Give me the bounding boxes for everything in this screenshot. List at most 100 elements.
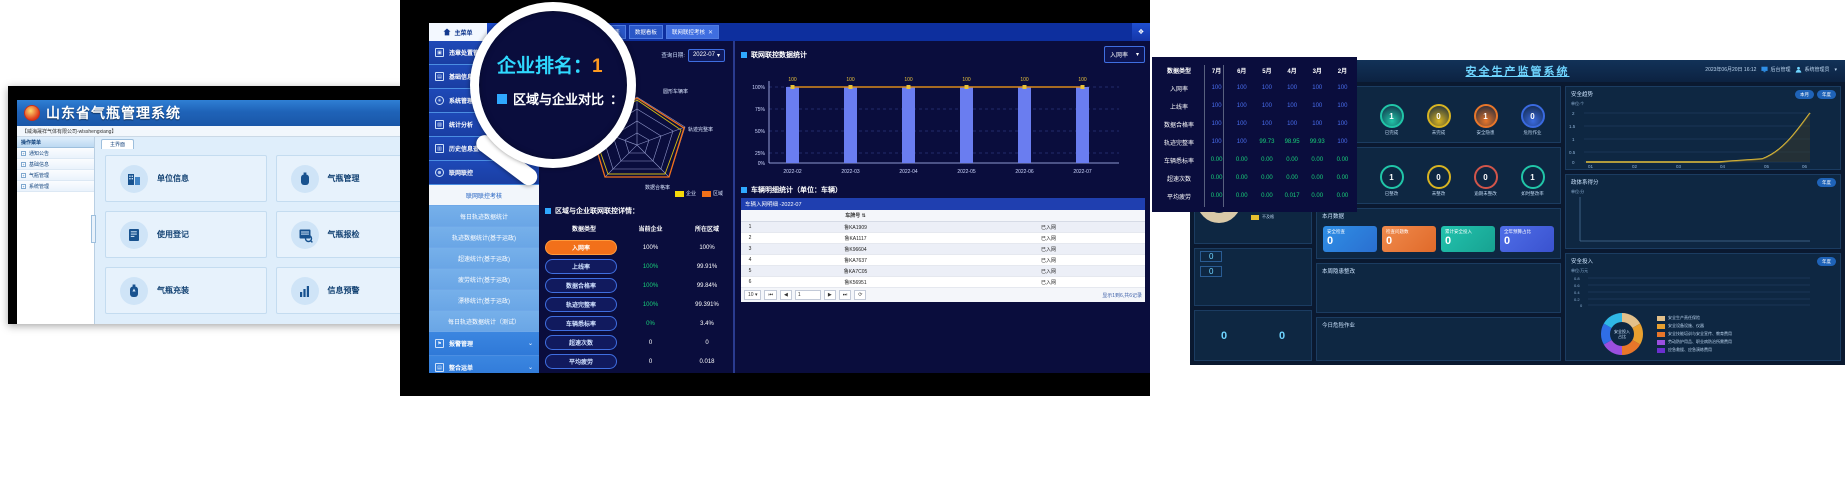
sidebar-item-basic-info-mgmt[interactable]: ▤ 基础信息管理 ⌄ [429,65,539,89]
middle-topbar: 主菜单 车辆列表 ❰ 车辆监控 车辆列表 数据看板 联网联控考核 ✕ ❖ [429,23,1150,41]
table-header-row: 数据类型 7月 6月 5月 4月 3月 2月 [1154,61,1355,79]
sidebar-collapse-handle[interactable] [91,215,96,243]
metric-selector[interactable]: 入网率 ▾ [1103,46,1145,63]
sidebar-subitem-drift-stats[interactable]: 漂移统计(基于运政) [429,290,539,311]
table-row[interactable]: 超速次数 0 0 [545,333,727,352]
chevron-down-icon: ⌄ [527,50,533,56]
rank-row: 企业排名：1 查询日期: 2022-07 ▾ [545,46,727,63]
table-row[interactable]: 5 鲁KA7C05 已入网 [741,266,1145,277]
col-header-plate[interactable]: 车牌号 ⇅ [845,213,866,219]
refresh-icon[interactable]: ⟳ [854,290,867,300]
sidebar-item-violation-mgmt[interactable]: ▣ 违章处置管理 ⌄ [429,41,539,65]
stat-circle[interactable]: 1 已整改 [1379,165,1404,197]
safety-invest-card: 安全投入 年度 单位:万元 0.8 0.6 0.4 0.2 0 [1565,253,1841,361]
table-row[interactable]: 6 鲁K56951 已入网 [741,277,1145,288]
table-row[interactable]: 3 鲁K96604 已入网 [741,244,1145,255]
query-date-picker[interactable]: 2022-07 ▾ [687,48,725,62]
circle-label: 逾期未整改 [1474,191,1497,196]
cell: 100 [1287,103,1298,109]
stat-circle[interactable]: 1 如时整改率 [1520,165,1545,197]
sidebar-subitem-track-stats[interactable]: 轨迹数据统计(基于运政) [429,227,539,248]
cell: 0.00 [1261,175,1273,181]
sidebar-item-alarm-mgmt[interactable]: ⚑ 报警管理 ⌄ [429,332,539,356]
row-label: 超速次数 [1166,176,1191,183]
sidebar-item-system-mgmt[interactable]: ✳ 系统管理 [429,89,539,113]
tab-data-board[interactable]: 数据看板 [628,25,663,39]
stat-circle[interactable]: 0 未整改 [1426,165,1451,197]
page-number-input[interactable]: 1 [794,290,821,300]
cell: 100 [1337,121,1348,127]
tab-vehicle-monitor[interactable]: 车辆监控 [554,25,589,39]
sidebar-item-system-mgmt[interactable]: + 系统管理 [17,181,94,192]
safety-trend-card: 安全趋势 本月 年度 单位:个 2 1.5 1 [1565,86,1841,171]
table-row[interactable]: 数据合格率 100% 99.84% [545,276,727,295]
cell: 100 [1236,121,1247,127]
next-page-icon[interactable]: ▶ [823,290,836,300]
metric-pill-track-integrity[interactable]: 轨迹完整率 [545,297,617,312]
sidebar-item-waybill[interactable]: ▤ 整合运单 ⌄ [429,356,539,373]
sidebar-subitem-speeding-stats[interactable]: 超速统计(基于运政) [429,248,539,269]
stat-circle[interactable]: 0 逾期未整改 [1473,165,1498,197]
user-menu[interactable]: 系统管理员 [1795,66,1829,73]
month-tile[interactable]: 累计安全投入 0 [1441,226,1495,252]
legend-item-region: 区域 [701,190,723,197]
prev-page-icon[interactable]: ◀ [779,290,792,300]
stat-circle[interactable]: 0 未完成 [1426,104,1451,136]
sidebar-subitem-daily-track[interactable]: 每日轨迹数据统计 [429,206,539,227]
stat-circle[interactable]: 1 安全隐患 [1473,104,1498,136]
col-header-index [741,210,759,221]
tab-network-assessment[interactable]: 联网联控考核 ✕ [665,25,719,39]
close-icon[interactable]: ✕ [707,29,713,36]
window-restore-icon[interactable]: ❖ [1137,29,1145,36]
tab-label: 车辆监控 [560,30,583,36]
first-page-icon[interactable]: ⏮ [764,290,777,300]
btn-year[interactable]: 年度 [1817,178,1836,188]
table-row[interactable]: 车辆悉标率 0% 3.4% [545,314,727,333]
sidebar-subitem-network-assessment[interactable]: 联网联控考核 [429,185,539,206]
table-row[interactable]: 1 鲁KA1909 已入网 [741,222,1145,233]
main-menu-button[interactable]: 主菜单 [429,23,487,41]
table-row[interactable]: 4 鲁KA7637 已入网 [741,255,1145,266]
sidebar-item-basic-info[interactable]: + 基础信息 [17,159,94,170]
sidebar-item-notice[interactable]: + 通知公告 [17,148,94,159]
table-row[interactable]: 2 鲁KA1117 已入网 [741,233,1145,244]
month-tile[interactable]: 安全检查 0 [1323,226,1377,252]
page-size-select[interactable]: 10 ▾ [744,290,762,300]
table-row[interactable]: 平均疲劳 0 0.018 [545,352,727,371]
table-row[interactable]: 轨迹完整率 100% 99.391% [545,295,727,314]
btn-this-month[interactable]: 本月 [1795,90,1814,99]
card-cylinder-filling[interactable]: 气瓶充装 [105,267,267,314]
card-unit-info[interactable]: 单位信息 [105,155,267,202]
console-link[interactable]: 后台管理 [1761,66,1790,73]
tab-main-screen[interactable]: 主界面 [101,139,135,149]
btn-year[interactable]: 年度 [1817,90,1836,99]
metric-pill-vehicle-mark[interactable]: 车辆悉标率 [545,316,617,331]
sidebar-item-statistics[interactable]: ▨ 统计分析 ⌄ [429,113,539,137]
metric-pill-avg-fatigue[interactable]: 平均疲劳 [545,354,617,369]
btn-year[interactable]: 年度 [1817,257,1836,266]
cell-current: 100% [642,282,659,289]
sidebar-subitem-fatigue-stats[interactable]: 疲劳统计(基于运政) [429,269,539,290]
row-label: 数据合格率 [1163,122,1194,129]
month-tile[interactable]: 全年预算占比 0 [1500,226,1554,252]
metric-pill-network-rate[interactable]: 入网率 [545,240,617,255]
metric-pill-online-rate[interactable]: 上线率 [545,259,617,274]
month-tile[interactable]: 检查问题数 0 [1382,226,1436,252]
row-label: 入网率 [1169,86,1188,93]
table-row[interactable]: 上线率 100% 99.91% [545,257,727,276]
stat-circle[interactable]: 1 已完成 [1379,104,1404,136]
sidebar-item-cylinder-mgmt[interactable]: + 气瓶管理 [17,170,94,181]
sidebar-subitem-daily-track-test[interactable]: 每日轨迹数据统计（测试） [429,311,539,332]
vehicle-list-button[interactable]: 车辆列表 [487,23,539,41]
svg-text:1: 1 [1572,137,1575,142]
tab-vehicle-list[interactable]: 车辆列表 [591,25,626,39]
metric-pill-speeding-count[interactable]: 超速次数 [545,335,617,350]
collapse-left-icon[interactable]: ❰ [539,29,545,36]
chevron-down-icon[interactable]: ▾ [1834,66,1837,73]
metric-pill-data-qualified[interactable]: 数据合格率 [545,278,617,293]
table-row[interactable]: 入网率 100% 100% [545,238,727,257]
card-use-registration[interactable]: 使用登记 [105,211,267,258]
user-icon [1796,66,1802,73]
last-page-icon[interactable]: ⏭ [838,290,852,300]
stat-circle[interactable]: 0 危险作业 [1520,104,1545,136]
